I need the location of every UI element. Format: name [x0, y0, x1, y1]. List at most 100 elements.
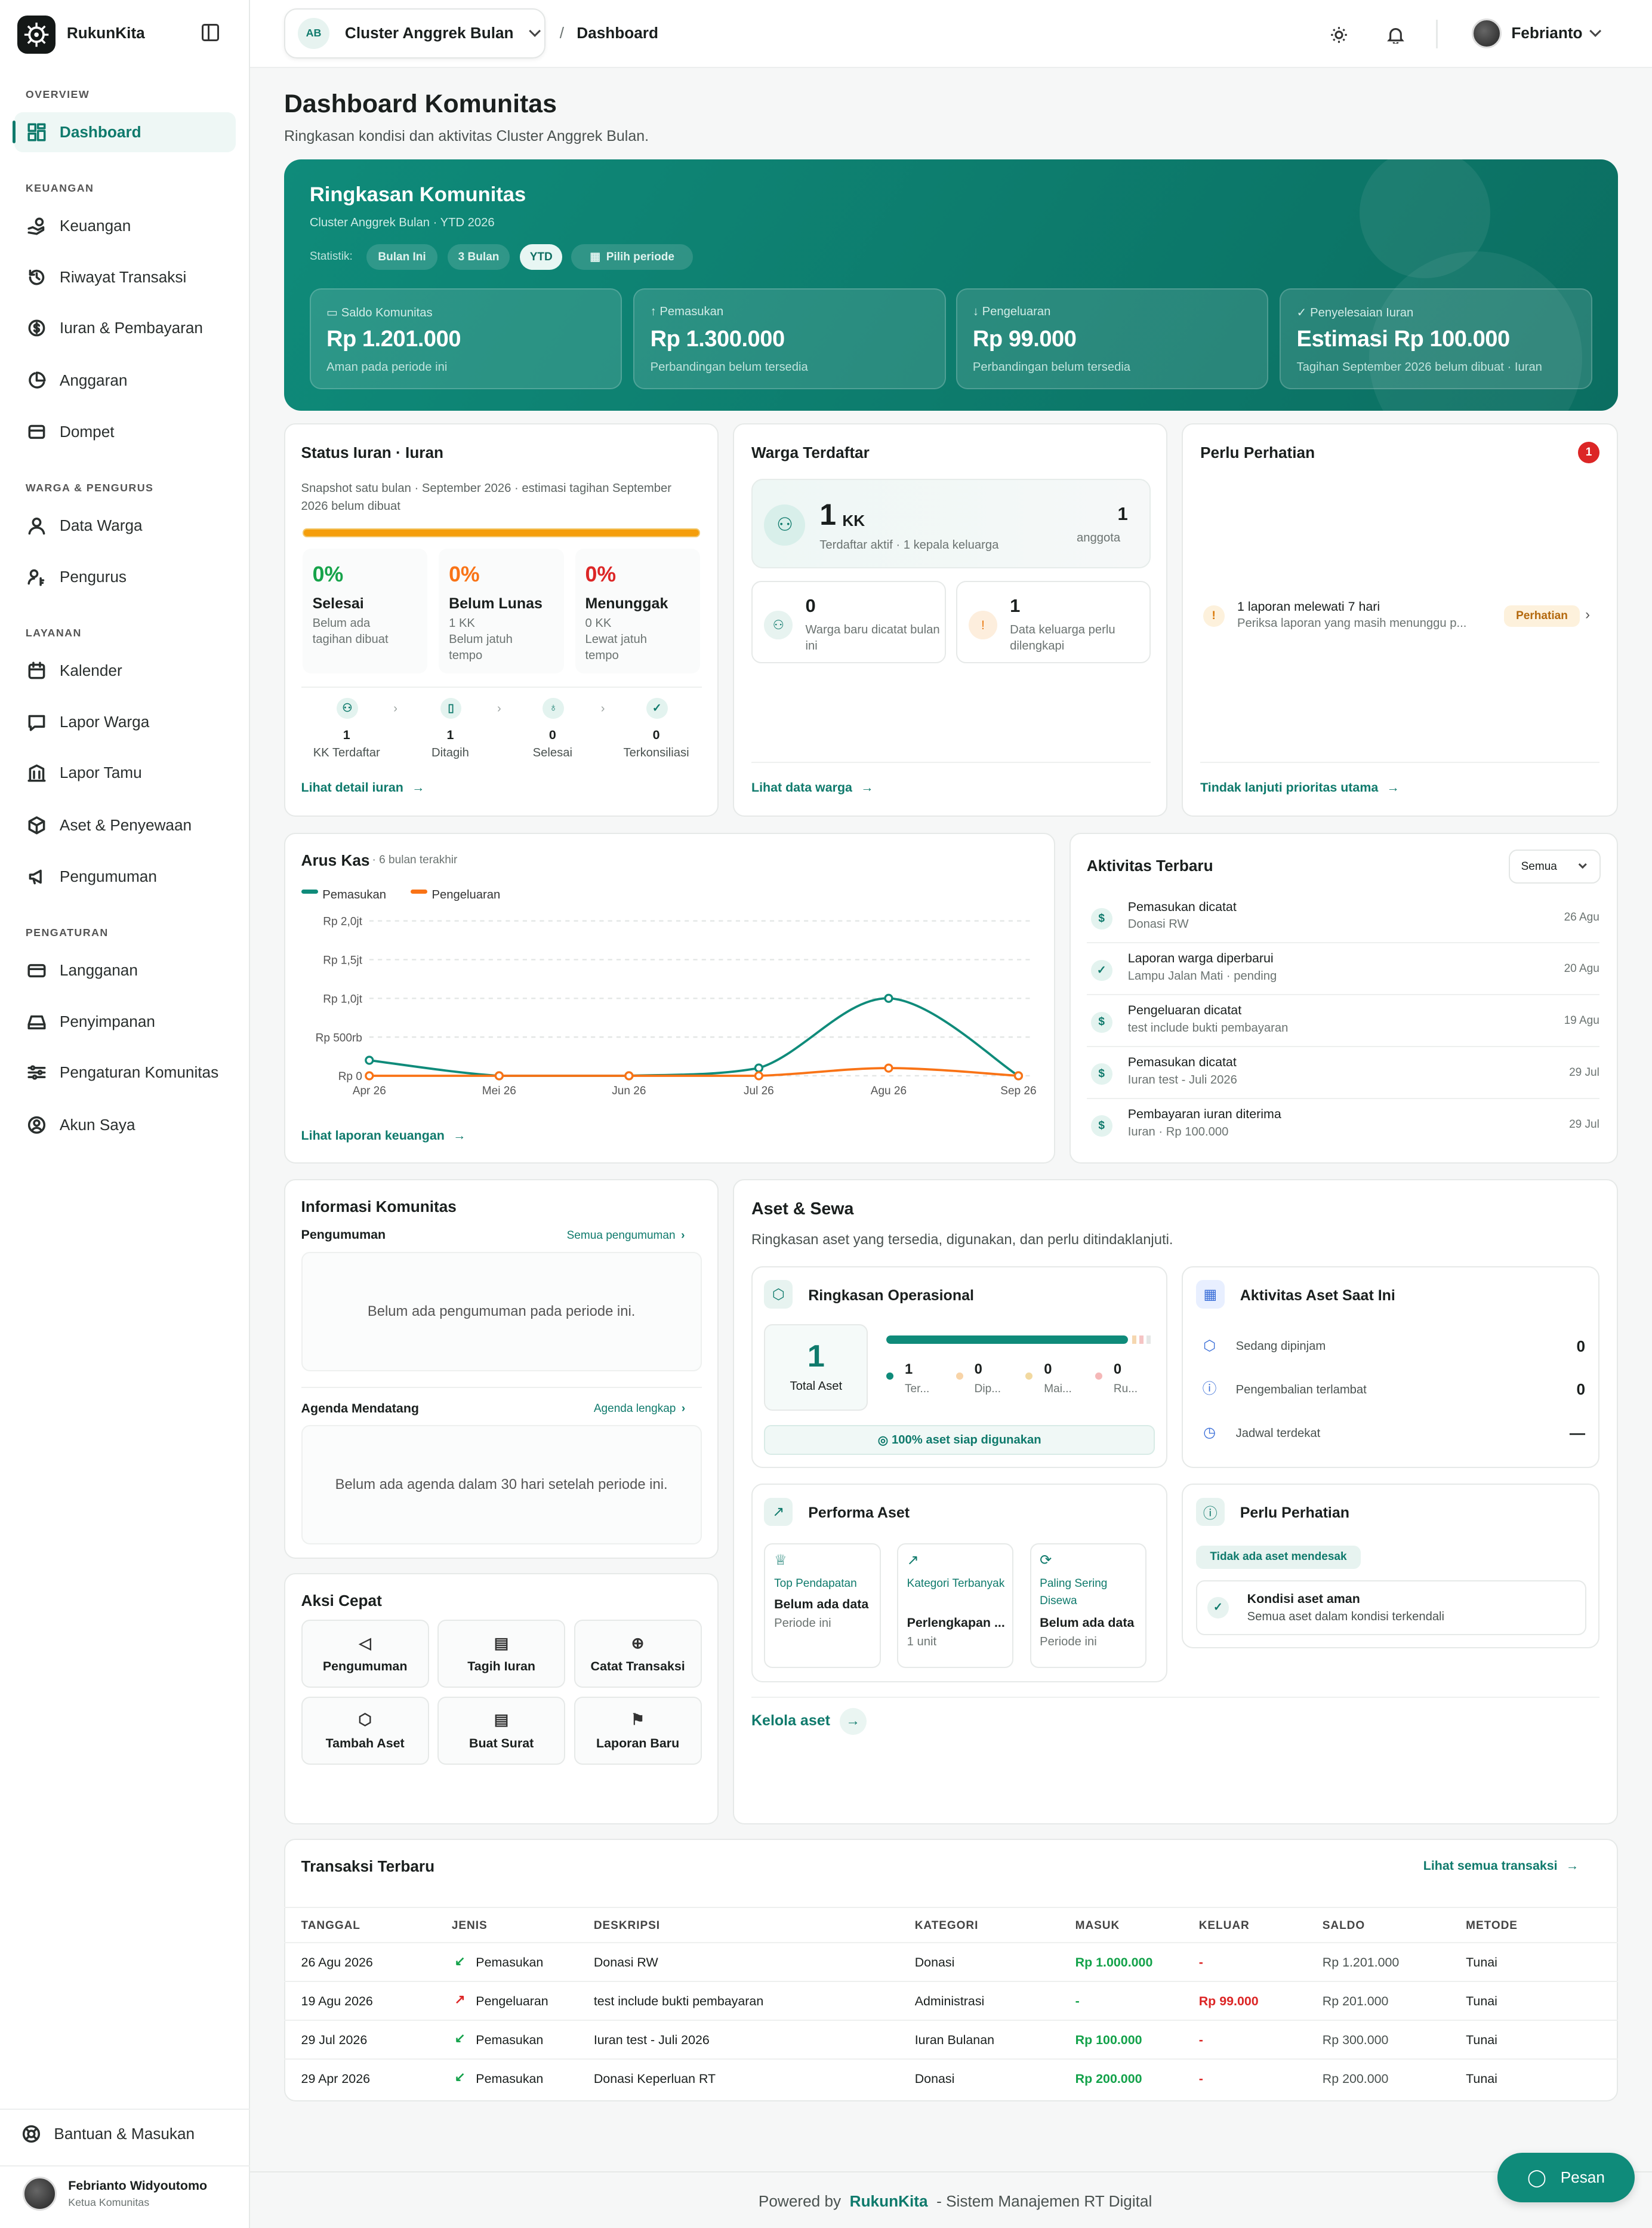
link-agenda-lengkap[interactable]: Agenda lengkap › [594, 1402, 685, 1415]
help-button[interactable]: Bantuan & Masukan [8, 2114, 230, 2154]
data-point-pengeluaran [494, 1071, 504, 1081]
sidebar-item-langganan[interactable]: Langganan [14, 950, 236, 990]
chevron-right-icon: › [393, 701, 397, 715]
card-title: Transaksi Terbaru [301, 1857, 435, 1875]
sliders-icon [27, 1063, 47, 1082]
sidebar-item-pengaturan-komunitas[interactable]: Pengaturan Komunitas [14, 1053, 236, 1093]
filter-bulan-ini[interactable]: Bulan Ini [366, 244, 438, 270]
chevron-right-icon: › [600, 701, 605, 715]
alert-title[interactable]: 1 laporan melewati 7 hari [1237, 599, 1380, 614]
chevron-down-icon[interactable] [1589, 25, 1601, 38]
alert-circle-icon: ⓘ [1195, 1497, 1225, 1527]
sidebar-item-kalender[interactable]: Kalender [14, 651, 236, 691]
sidebar-item-pengumuman[interactable]: Pengumuman [14, 857, 236, 897]
aset-activity-value: 0 [1576, 1337, 1586, 1355]
activity-title[interactable]: Pengeluaran dicatat [1127, 1003, 1242, 1018]
table-cell: Iuran test - Juli 2026 [593, 2032, 710, 2047]
stat-value: Rp 1.300.000 [650, 327, 785, 352]
footer-brand[interactable]: RukunKita [849, 2192, 928, 2211]
activity-sub: test include bukti pembayaran [1127, 1021, 1289, 1035]
sidebar-item-anggaran[interactable]: Anggaran [14, 361, 236, 401]
user-role: Ketua Komunitas [68, 2196, 150, 2209]
sidebar-item-iuran[interactable]: Iuran & Pembayaran [14, 308, 236, 348]
step-count: 0 [652, 727, 660, 742]
dollar-icon: $ [1090, 1115, 1112, 1137]
link-semua-transaksi[interactable]: Lihat semua transaksi → [1423, 1858, 1579, 1873]
sidebar-item-akun[interactable]: Akun Saya [14, 1106, 236, 1146]
warga-kk-box [751, 479, 1151, 568]
pie-chart-icon [27, 371, 47, 390]
perf-key: Kategori Terbanyak [907, 1577, 1005, 1590]
sidebar-item-dompet[interactable]: Dompet [14, 412, 236, 452]
activity-title[interactable]: Pemasukan dicatat [1127, 899, 1237, 914]
quick-tambah-aset[interactable]: ⬡ Tambah Aset [301, 1696, 429, 1765]
step-count: 1 [446, 727, 454, 742]
filter-ytd[interactable]: YTD [520, 244, 563, 270]
quick-tagih-iuran[interactable]: ▤ Tagih Iuran [437, 1620, 566, 1688]
file-text-icon: ▤ [494, 1710, 509, 1729]
activity-filter-select[interactable]: Semua [1508, 850, 1601, 884]
arrow-right-icon: → [412, 780, 425, 795]
link-laporan-keuangan[interactable]: Lihat laporan keuangan → [301, 1128, 466, 1143]
legend-pemasukan: Pemasukan [322, 888, 387, 901]
card-title: Warga Terdaftar [751, 443, 870, 461]
sidebar-item-riwayat[interactable]: Riwayat Transaksi [14, 257, 236, 297]
sidebar-toggle-icon[interactable] [201, 24, 219, 41]
link-semua-pengumuman[interactable]: Semua pengumuman › [567, 1229, 685, 1242]
link-label: Tindak lanjuti prioritas utama [1200, 780, 1379, 795]
user-circle-icon [27, 1115, 47, 1135]
warga-baru-box [751, 581, 947, 664]
breadcrumb: Dashboard [577, 24, 658, 42]
link-label: Lihat semua transaksi [1423, 1858, 1558, 1873]
sidebar-item-keuangan[interactable]: Keuangan [14, 206, 236, 246]
check-circle-icon: ✓ [646, 697, 668, 719]
sidebar-item-lapor-tamu[interactable]: Lapor Tamu [14, 753, 236, 793]
pengumuman-label: Pengumuman [301, 1227, 386, 1242]
page-title: Dashboard Komunitas [284, 89, 557, 118]
org-switcher[interactable]: AB Cluster Anggrek Bulan [283, 8, 545, 59]
arrow-right-icon[interactable]: → [839, 1707, 867, 1735]
sidebar-item-penyimpanan[interactable]: Penyimpanan [14, 1002, 236, 1042]
quick-laporan-baru[interactable]: ⚑ Laporan Baru [574, 1696, 702, 1765]
sidebar-item-dashboard[interactable]: Dashboard [13, 112, 236, 152]
activity-date: 20 Agu [1564, 962, 1599, 975]
quick-catat-transaksi[interactable]: ⊕ Catat Transaksi [574, 1620, 702, 1688]
wallet-icon [27, 422, 47, 442]
divider [1086, 941, 1599, 943]
filter-value: Semua [1521, 860, 1557, 873]
kk-unit: KK [842, 511, 865, 530]
iuran-col-selesai [302, 548, 428, 674]
sidebar-item-pengurus[interactable]: Pengurus [14, 557, 236, 597]
table-cell: Rp 1.000.000 [1075, 1955, 1153, 1969]
sun-icon[interactable] [1330, 24, 1348, 43]
avatar[interactable] [1471, 18, 1502, 48]
data-point-pengeluaran [1013, 1071, 1024, 1081]
status-dot [1095, 1373, 1102, 1380]
card-title: Perlu Perhatian [1200, 443, 1315, 461]
chart-subtitle: · 6 bulan terakhir [372, 854, 458, 867]
activity-title[interactable]: Pemasukan dicatat [1127, 1055, 1237, 1070]
link-kelola-aset[interactable]: Kelola aset [751, 1712, 830, 1729]
quick-pengumuman[interactable]: ◁ Pengumuman [301, 1620, 429, 1688]
sidebar-item-aset[interactable]: Aset & Penyewaan [14, 805, 236, 845]
avatar[interactable] [23, 2177, 57, 2211]
activity-title[interactable]: Pembayaran iuran diterima [1127, 1107, 1281, 1122]
chat-button[interactable]: ◯ Pesan [1497, 2152, 1635, 2202]
link-prioritas[interactable]: Tindak lanjuti prioritas utama → [1200, 780, 1400, 795]
footer-post: - Sistem Manajemen RT Digital [936, 2192, 1152, 2211]
chevron-right-icon[interactable]: › [1585, 607, 1591, 623]
y-tick-label: Rp 2,0jt [323, 915, 362, 928]
link-detail-iuran[interactable]: Lihat detail iuran → [301, 780, 425, 795]
sidebar-item-lapor-warga[interactable]: Lapor Warga [14, 702, 236, 742]
agenda-empty: Belum ada agenda dalam 30 hari setelah p… [301, 1425, 702, 1545]
quick-buat-surat[interactable]: ▤ Buat Surat [437, 1696, 566, 1765]
hard-drive-icon [27, 1012, 47, 1032]
box-icon: ⬡ [1203, 1337, 1216, 1354]
link-data-warga[interactable]: Lihat data warga → [751, 780, 874, 795]
bell-icon[interactable] [1386, 24, 1405, 45]
sidebar-item-data-warga[interactable]: Data Warga [14, 506, 236, 546]
filter-3-bulan[interactable]: 3 Bulan [447, 244, 510, 270]
activity-title[interactable]: Laporan warga diperbarui [1127, 951, 1274, 966]
user-menu-name[interactable]: Febrianto [1511, 24, 1583, 42]
period-picker[interactable]: ▦ Pilih periode [571, 244, 694, 270]
